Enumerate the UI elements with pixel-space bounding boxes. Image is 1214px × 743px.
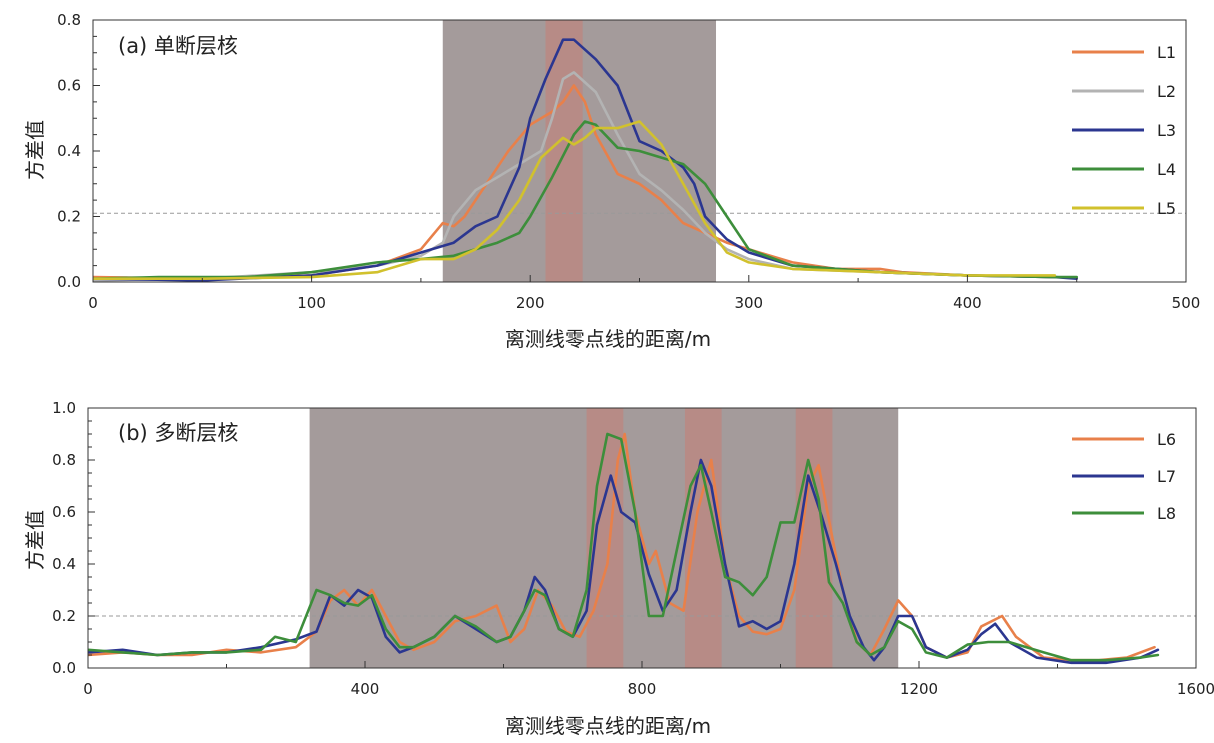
plot-area: 0 100 200 300 400 500 0.0 0.2 0.4 0.6 0.8	[57, 11, 1200, 312]
panel-title: (b) 多断层核	[118, 421, 238, 445]
y-tick-label: 0.6	[52, 503, 76, 521]
legend-label-L6: L6	[1157, 430, 1176, 449]
y-tick-label: 0.8	[52, 451, 76, 469]
y-tick-label: 0.2	[52, 607, 76, 625]
series-line-L5	[93, 120, 1057, 280]
legend-label-L4: L4	[1157, 160, 1176, 179]
series-line-L8	[88, 432, 1160, 662]
y-tick-label: 0.6	[57, 77, 81, 95]
x-tick-label: 1600	[1177, 680, 1214, 698]
x-tick-label: 1200	[900, 680, 938, 698]
chart-panel-b: 离测线零点线的距离/m 方差值 0 400 800 1200 1600 0.0 0.2 0.4…	[23, 399, 1214, 738]
legend: L1 L2 L3 L4 L5	[1072, 43, 1176, 218]
x-tick-label: 100	[297, 294, 326, 312]
legend: L6 L7 L8	[1072, 430, 1176, 523]
chart-panel-a: 离测线零点线的距离/m 方差值 0 100 200 300 400 500 0.0 0.2 0.…	[23, 11, 1200, 351]
series-line-L1	[93, 84, 1057, 280]
y-axis-label: 方差值	[23, 510, 47, 570]
x-tick-label: 400	[953, 294, 982, 312]
legend-label-L7: L7	[1157, 467, 1176, 486]
y-tick-label: 0.0	[57, 273, 81, 291]
y-tick-label: 0.0	[52, 659, 76, 677]
y-tick-label: 1.0	[52, 399, 76, 417]
x-tick-label: 500	[1172, 294, 1201, 312]
x-tick-label: 0	[88, 294, 98, 312]
y-axis-label: 方差值	[23, 120, 47, 180]
plot-area: 0 400 800 1200 1600 0.0 0.2 0.4 0.6 0.8 1.0	[52, 399, 1214, 698]
series-line-L2	[93, 71, 1057, 282]
x-tick-label: 200	[516, 294, 545, 312]
y-tick-label: 0.4	[52, 555, 76, 573]
legend-label-L8: L8	[1157, 504, 1176, 523]
legend-label-L2: L2	[1157, 82, 1176, 101]
panel-title: (a) 单断层核	[118, 34, 238, 58]
y-tick-label: 0.2	[57, 208, 81, 226]
series-line-L4	[93, 120, 1078, 280]
x-tick-label: 800	[628, 680, 657, 698]
legend-label-L1: L1	[1157, 43, 1176, 62]
x-tick-label: 0	[83, 680, 93, 698]
series-line-L7	[88, 458, 1160, 665]
x-tick-label: 300	[734, 294, 763, 312]
legend-label-L3: L3	[1157, 121, 1176, 140]
legend-label-L5: L5	[1157, 199, 1176, 218]
x-axis-label: 离测线零点线的距离/m	[505, 714, 711, 738]
y-tick-label: 0.4	[57, 142, 81, 160]
x-tick-label: 400	[351, 680, 380, 698]
y-tick-label: 0.8	[57, 11, 81, 29]
series-line-L3	[93, 38, 1078, 282]
x-axis-label: 离测线零点线的距离/m	[505, 327, 711, 351]
